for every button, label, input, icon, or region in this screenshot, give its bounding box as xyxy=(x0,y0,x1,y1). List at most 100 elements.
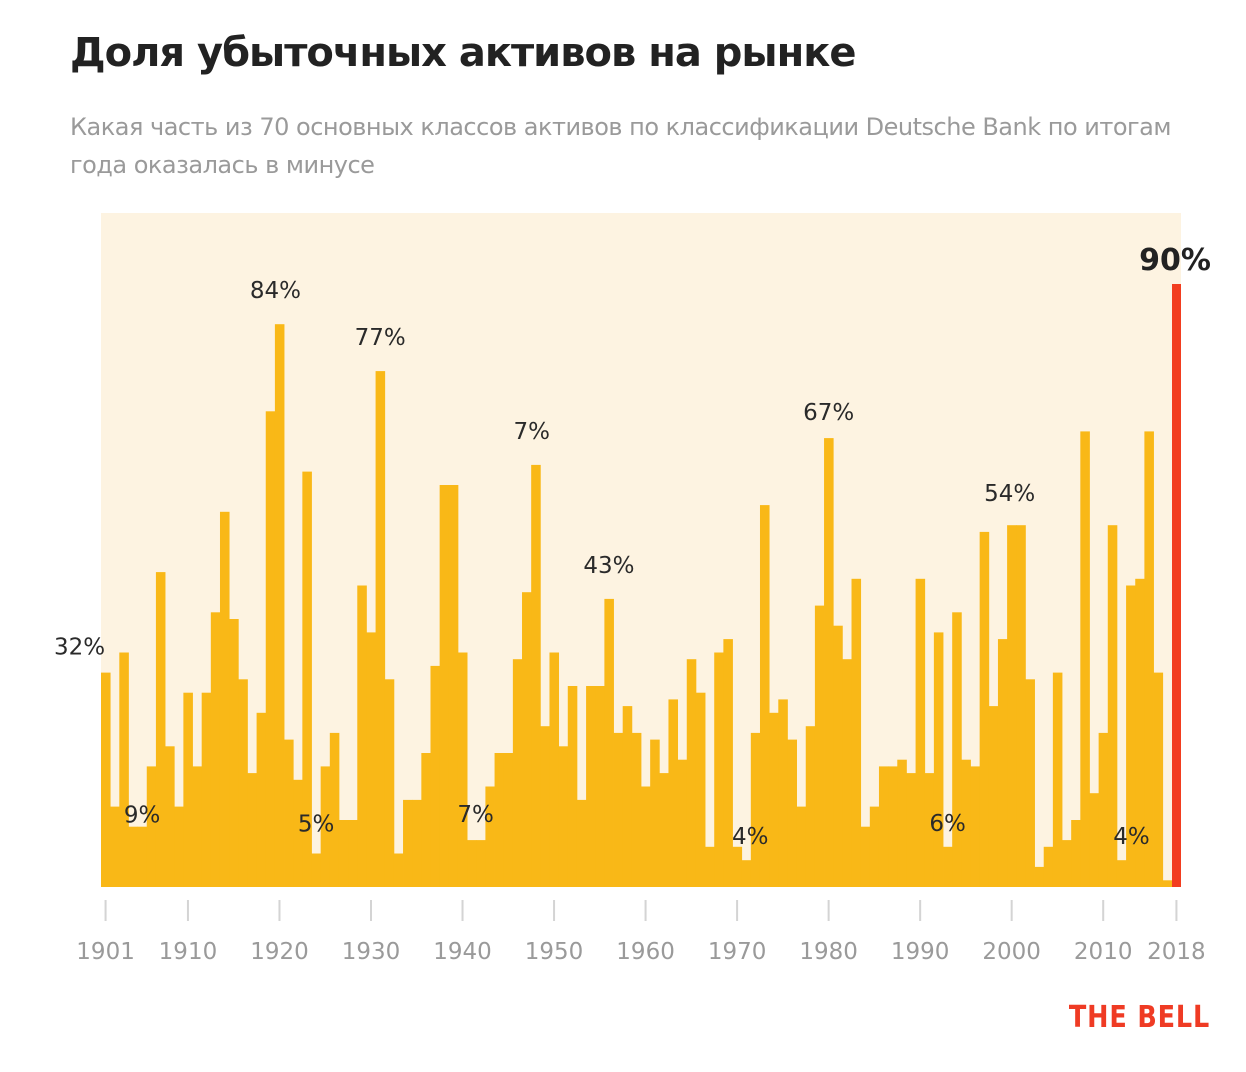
bar-1989 xyxy=(906,773,916,887)
bar-1962 xyxy=(659,773,669,887)
bar-1955 xyxy=(595,686,605,887)
chart-title: Доля убыточных активов на рынке xyxy=(70,30,857,76)
bar-1906 xyxy=(146,766,157,887)
bar-1927 xyxy=(338,820,349,887)
bar-1909 xyxy=(174,806,184,887)
x-tick-label: 1970 xyxy=(708,939,767,965)
bar-1929 xyxy=(357,585,367,887)
x-tick-label: 1950 xyxy=(525,939,584,965)
bar-1974 xyxy=(769,712,779,887)
bar-1977 xyxy=(796,806,807,887)
bar-1982 xyxy=(842,659,852,887)
bar-1994 xyxy=(952,612,962,887)
bar-1934 xyxy=(403,799,413,887)
bar-1984 xyxy=(860,826,871,887)
bar-1980 xyxy=(824,438,834,887)
bar-1964 xyxy=(677,759,688,887)
bar-1948 xyxy=(531,464,541,887)
bar-1941 xyxy=(467,840,477,887)
bar-1908 xyxy=(165,746,175,887)
bar-1967 xyxy=(705,846,715,887)
bar-1960 xyxy=(641,786,651,887)
bar-1921 xyxy=(284,739,294,887)
bar-2013 xyxy=(1126,585,1136,887)
bar-2012 xyxy=(1116,860,1127,887)
bar-1942 xyxy=(476,840,486,887)
bar-2014 xyxy=(1135,578,1145,887)
bar-1963 xyxy=(668,699,679,887)
bar-1920 xyxy=(274,324,285,887)
bar-1937 xyxy=(430,665,441,887)
x-tick-label: 1980 xyxy=(799,939,858,965)
bar-1901 xyxy=(101,672,111,887)
x-tick-label: 1990 xyxy=(891,939,950,965)
bar-1950 xyxy=(549,652,560,887)
bar-2006 xyxy=(1062,840,1072,887)
bar-1943 xyxy=(485,786,495,887)
bar-1947 xyxy=(522,592,532,887)
bar-1981 xyxy=(833,625,843,887)
bar-1961 xyxy=(650,739,660,887)
data-label-1956: 43% xyxy=(583,553,634,579)
bar-1911 xyxy=(192,766,203,887)
bar-1918 xyxy=(256,712,267,887)
annotations-group: 32% 9% 84% 5% 77% 7% 7% 43% 4% 67% 6% 54% 4% 90% xyxy=(54,243,1211,850)
bar-1916 xyxy=(238,679,248,887)
bar-1903 xyxy=(119,652,129,887)
bar-2004 xyxy=(1043,846,1054,887)
x-tick-label: 2018 xyxy=(1147,939,1206,965)
x-tick-label: 2010 xyxy=(1074,939,1133,965)
bar-2016 xyxy=(1153,672,1164,887)
bar-1995 xyxy=(961,759,971,887)
data-label-1948: 7% xyxy=(513,419,550,445)
bar-1914 xyxy=(219,511,230,887)
bar-1932 xyxy=(384,679,395,887)
bar-1933 xyxy=(393,853,404,887)
the-bell-logo: THE BELL xyxy=(1068,1000,1210,1035)
bar-1936 xyxy=(421,753,431,887)
data-label-1941: 7% xyxy=(457,802,494,828)
bar-1953 xyxy=(576,799,587,887)
bar-1905 xyxy=(137,826,148,887)
bar-1912 xyxy=(201,692,212,887)
chart-subtitle: Какая часть из 70 основных классов актив… xyxy=(70,113,1171,179)
x-tick-label: 1920 xyxy=(250,939,309,965)
bar-2015 xyxy=(1144,431,1154,887)
data-label-2000: 54% xyxy=(984,481,1035,507)
bar-1944 xyxy=(494,753,505,887)
bar-1979 xyxy=(814,605,825,887)
bar-2007 xyxy=(1071,820,1081,887)
highlight-bar-2018 xyxy=(1172,284,1181,887)
bar-1986 xyxy=(878,766,889,887)
bar-1969 xyxy=(723,639,733,887)
bar-1946 xyxy=(512,659,523,887)
bar-1924 xyxy=(311,853,322,887)
data-label-1920: 84% xyxy=(250,278,301,304)
bar-1949 xyxy=(540,726,550,887)
x-tick-label: 1960 xyxy=(616,939,675,965)
bar-1991 xyxy=(924,773,935,887)
data-label-2012: 4% xyxy=(1113,824,1150,850)
bar-1939 xyxy=(448,485,459,887)
bar-1902 xyxy=(110,806,120,887)
bar-1959 xyxy=(631,732,642,887)
data-label-1980: 67% xyxy=(803,400,854,426)
bar-1925 xyxy=(320,766,331,887)
bar-2017 xyxy=(1162,880,1173,887)
bar-1996 xyxy=(970,766,981,887)
data-label-1924: 5% xyxy=(298,812,335,838)
bar-1922 xyxy=(293,779,303,887)
bar-1990 xyxy=(915,578,926,887)
bar-1940 xyxy=(457,652,468,887)
bar-1983 xyxy=(851,578,862,887)
bar-1930 xyxy=(366,632,376,887)
bar-1987 xyxy=(888,766,898,887)
x-tick-label: 1901 xyxy=(76,939,135,965)
bar-2008 xyxy=(1080,431,1090,887)
bar-1970 xyxy=(732,846,743,887)
bar-1998 xyxy=(988,706,999,887)
bar-1931 xyxy=(375,371,386,888)
x-tick-label: 2000 xyxy=(982,939,1041,965)
bar-1952 xyxy=(567,686,578,887)
